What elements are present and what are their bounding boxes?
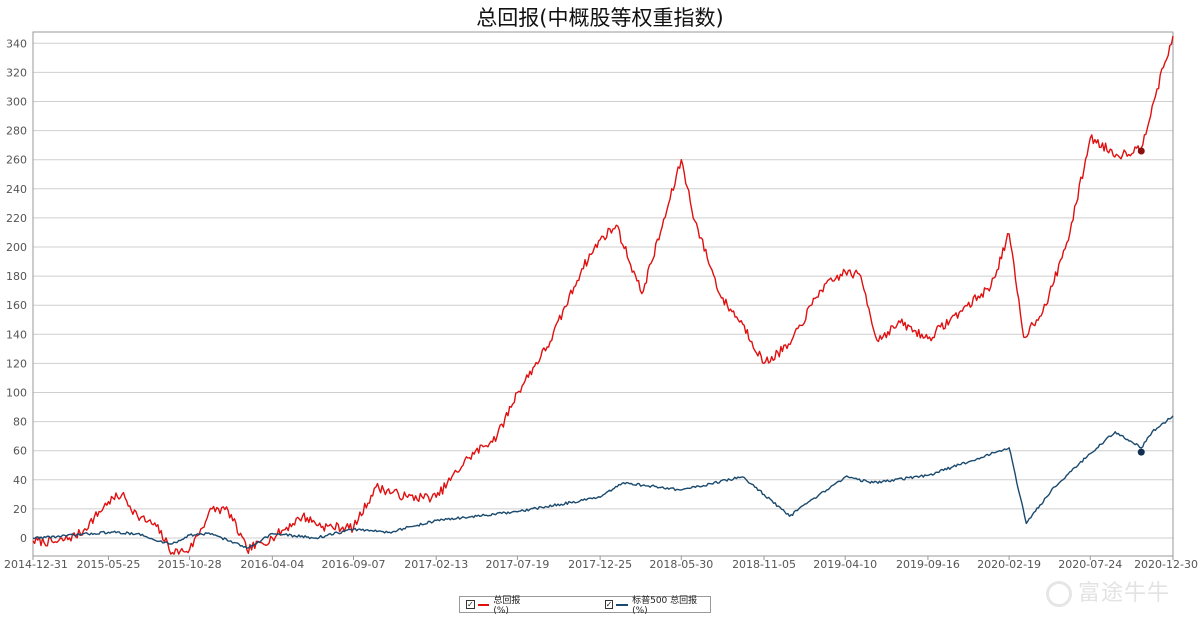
x-tick-label: 2019-09-16 <box>896 558 960 571</box>
y-tick-label: 280 <box>6 125 27 138</box>
chart-title: 总回报(中概股等权重指数) <box>476 6 724 30</box>
y-tick-label: 320 <box>6 66 27 79</box>
series-line-total-return <box>32 35 1174 555</box>
plot-frame <box>32 31 1174 557</box>
axis-layer <box>32 31 1174 560</box>
tick-label-layer: 0 20 40 60 80 100 120 140 160 180 200 220 240 260 280 3… <box>4 37 1198 571</box>
y-tick-label: 60 <box>13 445 27 458</box>
x-tick-label: 2018-05-30 <box>649 558 713 571</box>
x-tick-label: 2015-10-28 <box>158 558 222 571</box>
x-tick-label: 2019-04-10 <box>813 558 877 571</box>
legend-swatch-red <box>477 603 490 606</box>
legend-swatch-navy <box>616 603 629 606</box>
watermark: 富途牛牛 <box>1046 575 1170 607</box>
legend-label: 总回报(%) <box>493 596 521 616</box>
series-marker <box>1137 147 1145 155</box>
y-tick-label: 120 <box>6 357 27 370</box>
x-tick-label: 2017-02-13 <box>404 558 468 571</box>
x-tick-label: 2018-11-05 <box>732 558 796 571</box>
y-tick-label: 40 <box>13 474 27 487</box>
watermark-text: 富途牛牛 <box>1078 581 1171 606</box>
x-tick-label: 2017-12-25 <box>568 558 632 571</box>
x-tick-label: 2020-07-24 <box>1058 558 1122 571</box>
x-tick-label: 2016-04-04 <box>240 558 304 571</box>
series-layer <box>32 35 1174 555</box>
x-tick-label: 2017-07-19 <box>485 558 549 571</box>
x-tick-label: 2020-12-30 <box>1134 558 1198 571</box>
y-tick-label: 80 <box>13 416 27 429</box>
legend-item-sp500[interactable]: ✓ 标普500 总回报(%) <box>604 593 700 616</box>
y-tick-label: 260 <box>6 154 27 167</box>
futu-logo-icon <box>1046 581 1072 607</box>
legend-label: 标普500 总回报(%) <box>632 596 698 616</box>
y-tick-label: 340 <box>6 37 27 50</box>
y-tick-label: 20 <box>13 503 27 516</box>
y-tick-label: 0 <box>20 532 27 545</box>
y-tick-label: 300 <box>6 96 27 109</box>
y-tick-label: 160 <box>6 299 27 312</box>
y-tick-label: 220 <box>6 212 27 225</box>
legend: ✓ 总回报(%) ✓ 标普500 总回报(%) <box>459 593 711 616</box>
y-tick-label: 200 <box>6 241 27 254</box>
x-tick-label: 2015-05-25 <box>76 558 140 571</box>
checkbox-icon[interactable]: ✓ <box>466 600 475 609</box>
x-tick-label: 2020-02-19 <box>977 558 1041 571</box>
y-tick-label: 180 <box>6 270 27 283</box>
checkbox-icon[interactable]: ✓ <box>604 600 614 609</box>
legend-item-total-return[interactable]: ✓ 总回报(%) <box>466 593 529 616</box>
series-line-sp500 <box>32 415 1174 549</box>
y-tick-label: 240 <box>6 183 27 196</box>
x-tick-label: 2014-12-31 <box>4 558 68 571</box>
grid-layer <box>33 42 1173 539</box>
x-tick-label: 2016-09-07 <box>322 558 386 571</box>
series-marker <box>1137 448 1145 456</box>
y-tick-label: 140 <box>6 328 27 341</box>
y-tick-label: 100 <box>6 387 27 400</box>
